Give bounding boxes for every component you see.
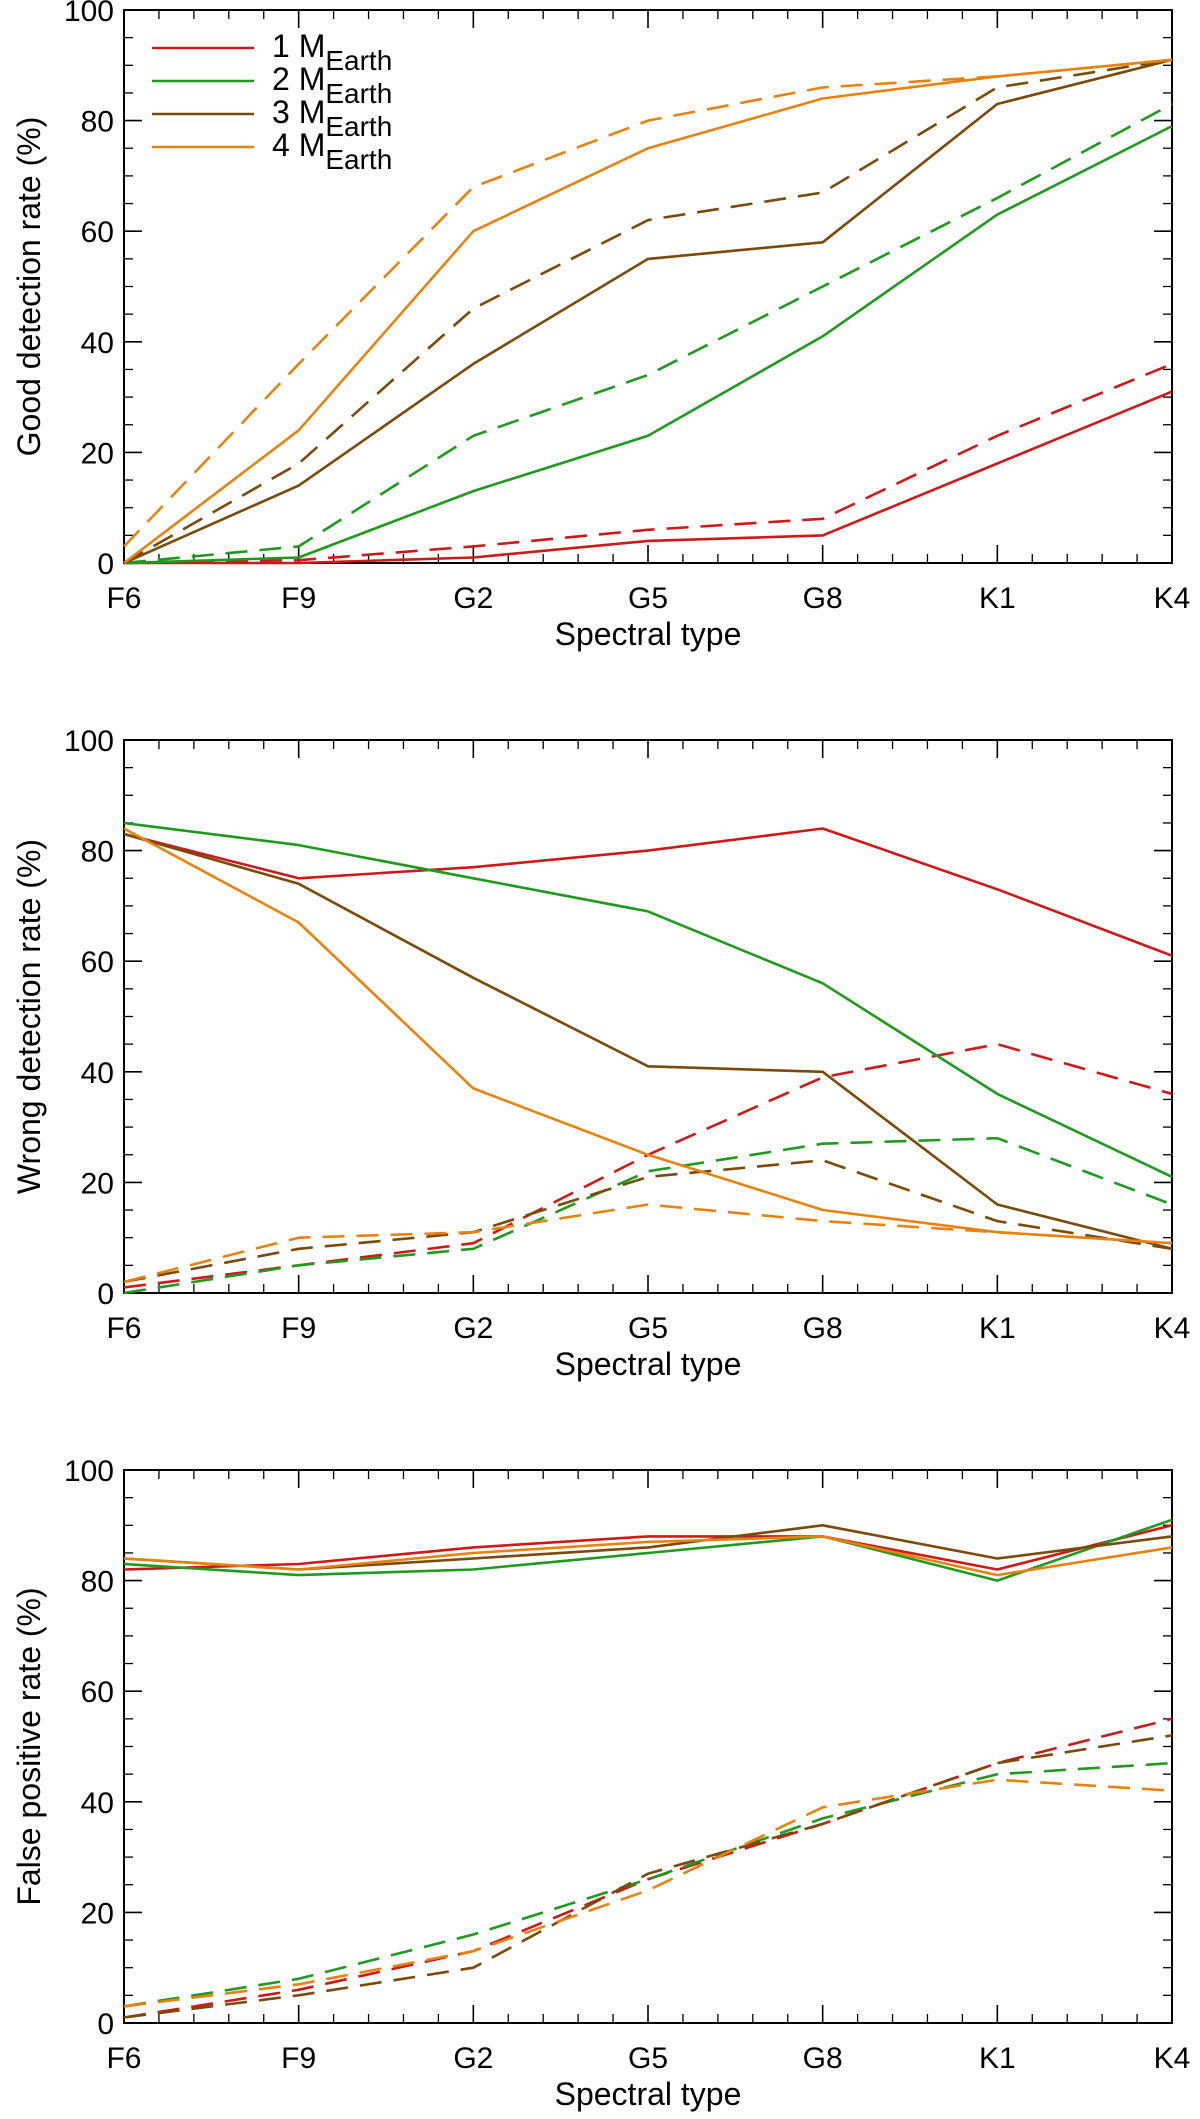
- legend-label-subscript: Earth: [325, 78, 392, 109]
- series-line-1-dashed: [123, 362, 1173, 565]
- series-line-3-dashed: [123, 102, 1173, 565]
- y-tick-label: 20: [81, 1167, 114, 1200]
- series-line-2-solid: [123, 124, 1173, 565]
- series-line-5-dashed: [123, 1734, 1173, 2019]
- y-tick-label: 80: [81, 1566, 114, 1599]
- y-tick-label: 60: [81, 1676, 114, 1709]
- legend-label-subscript: Earth: [325, 45, 392, 76]
- y-tick-label: 0: [97, 2008, 114, 2041]
- legend-label: 4 MEarth: [272, 127, 392, 175]
- x-axis-label: Spectral type: [555, 2076, 742, 2112]
- series-line-4-solid: [123, 832, 1173, 1251]
- y-tick-label: 40: [81, 327, 114, 360]
- x-tick-label: K4: [1154, 1312, 1191, 1345]
- x-tick-label: F9: [281, 2042, 316, 2075]
- chart-panel-2: F6 F9 G2 G5 G8 K1 K4 0 20 40 60 80 100 Spectral type W…: [11, 725, 1190, 1382]
- y-tick-label: 0: [97, 548, 114, 581]
- x-tick-label: G5: [628, 2042, 668, 2075]
- legend-label-prefix: 1 M: [272, 28, 325, 64]
- series-line-6-solid: [123, 1535, 1173, 1577]
- series-line-4-solid: [123, 1524, 1173, 1571]
- y-tick-label: 0: [97, 1278, 114, 1311]
- y-tick-label: 100: [64, 0, 114, 28]
- y-tick-label: 20: [81, 437, 114, 470]
- series-line-7-dashed: [123, 58, 1173, 548]
- series-line-3-dashed: [123, 1761, 1173, 2008]
- x-tick-label: G8: [803, 582, 843, 615]
- x-tick-label: G5: [628, 1312, 668, 1345]
- chart-panel-1: F6 F9 G2 G5 G8 K1 K4 0 20 40 60 80 100 Spectral type G…: [11, 0, 1190, 652]
- series-line-7-dashed: [123, 1203, 1173, 1284]
- y-tick-label: 100: [64, 725, 114, 758]
- legend-label: 3 MEarth: [272, 94, 392, 142]
- legend-label-prefix: 4 M: [272, 127, 325, 163]
- legend-label-subscript: Earth: [325, 144, 392, 175]
- series-line-5-dashed: [123, 1159, 1173, 1284]
- x-tick-label: G2: [453, 1312, 493, 1345]
- x-tick-label: K4: [1154, 582, 1191, 615]
- y-axis-label: Good detection rate (%): [11, 117, 47, 457]
- x-tick-label: F9: [281, 582, 316, 615]
- y-tick-label: 80: [81, 836, 114, 869]
- y-tick-label: 60: [81, 946, 114, 979]
- series-line-0-solid: [124, 390, 1173, 565]
- x-tick-label: G8: [803, 2042, 843, 2075]
- x-tick-label: F6: [106, 1312, 141, 1345]
- y-axis-label: False positive rate (%): [11, 1587, 47, 1905]
- series-line-7-dashed: [123, 1778, 1173, 2008]
- x-tick-label: K1: [979, 2042, 1016, 2075]
- x-tick-label: G2: [453, 582, 493, 615]
- x-tick-label: F9: [281, 1312, 316, 1345]
- series-line-1-dashed: [123, 1717, 1173, 2019]
- y-tick-label: 40: [81, 1057, 114, 1090]
- series-line-1-dashed: [123, 1042, 1173, 1289]
- series-line-0-solid: [123, 1524, 1173, 1571]
- x-tick-label: K4: [1154, 2042, 1191, 2075]
- x-tick-label: K1: [979, 1312, 1016, 1345]
- series-line-4-solid: [123, 58, 1173, 565]
- x-tick-label: G5: [628, 582, 668, 615]
- series-line-5-dashed: [123, 58, 1173, 565]
- x-tick-label: K1: [979, 582, 1016, 615]
- series-line-2-solid: [123, 821, 1173, 1179]
- chart-panel-3: F6 F9 G2 G5 G8 K1 K4 0 20 40 60 80 100 Spectral type F…: [11, 1455, 1190, 2112]
- x-tick-label: F6: [106, 582, 141, 615]
- legend-label: 1 MEarth: [272, 28, 392, 76]
- y-tick-label: 80: [81, 106, 114, 139]
- series-line-0-solid: [123, 827, 1173, 957]
- x-tick-label: G8: [803, 1312, 843, 1345]
- y-tick-label: 100: [64, 1455, 114, 1488]
- series-line-2-solid: [123, 1518, 1173, 1582]
- y-tick-label: 20: [81, 1897, 114, 1930]
- y-tick-label: 60: [81, 216, 114, 249]
- series-line-6-solid: [123, 827, 1173, 1245]
- x-axis-label: Spectral type: [555, 1346, 742, 1382]
- legend-label-prefix: 2 M: [272, 61, 325, 97]
- y-tick-label: 40: [81, 1787, 114, 1820]
- y-axis-label: Wrong detection rate (%): [11, 839, 47, 1194]
- legend-label: 2 MEarth: [272, 61, 392, 109]
- x-axis-label: Spectral type: [555, 616, 742, 652]
- legend-label-prefix: 3 M: [272, 94, 325, 130]
- x-tick-label: G2: [453, 2042, 493, 2075]
- x-tick-label: F6: [106, 2042, 141, 2075]
- legend-label-subscript: Earth: [325, 111, 392, 142]
- series-line-3-dashed: [123, 1136, 1173, 1295]
